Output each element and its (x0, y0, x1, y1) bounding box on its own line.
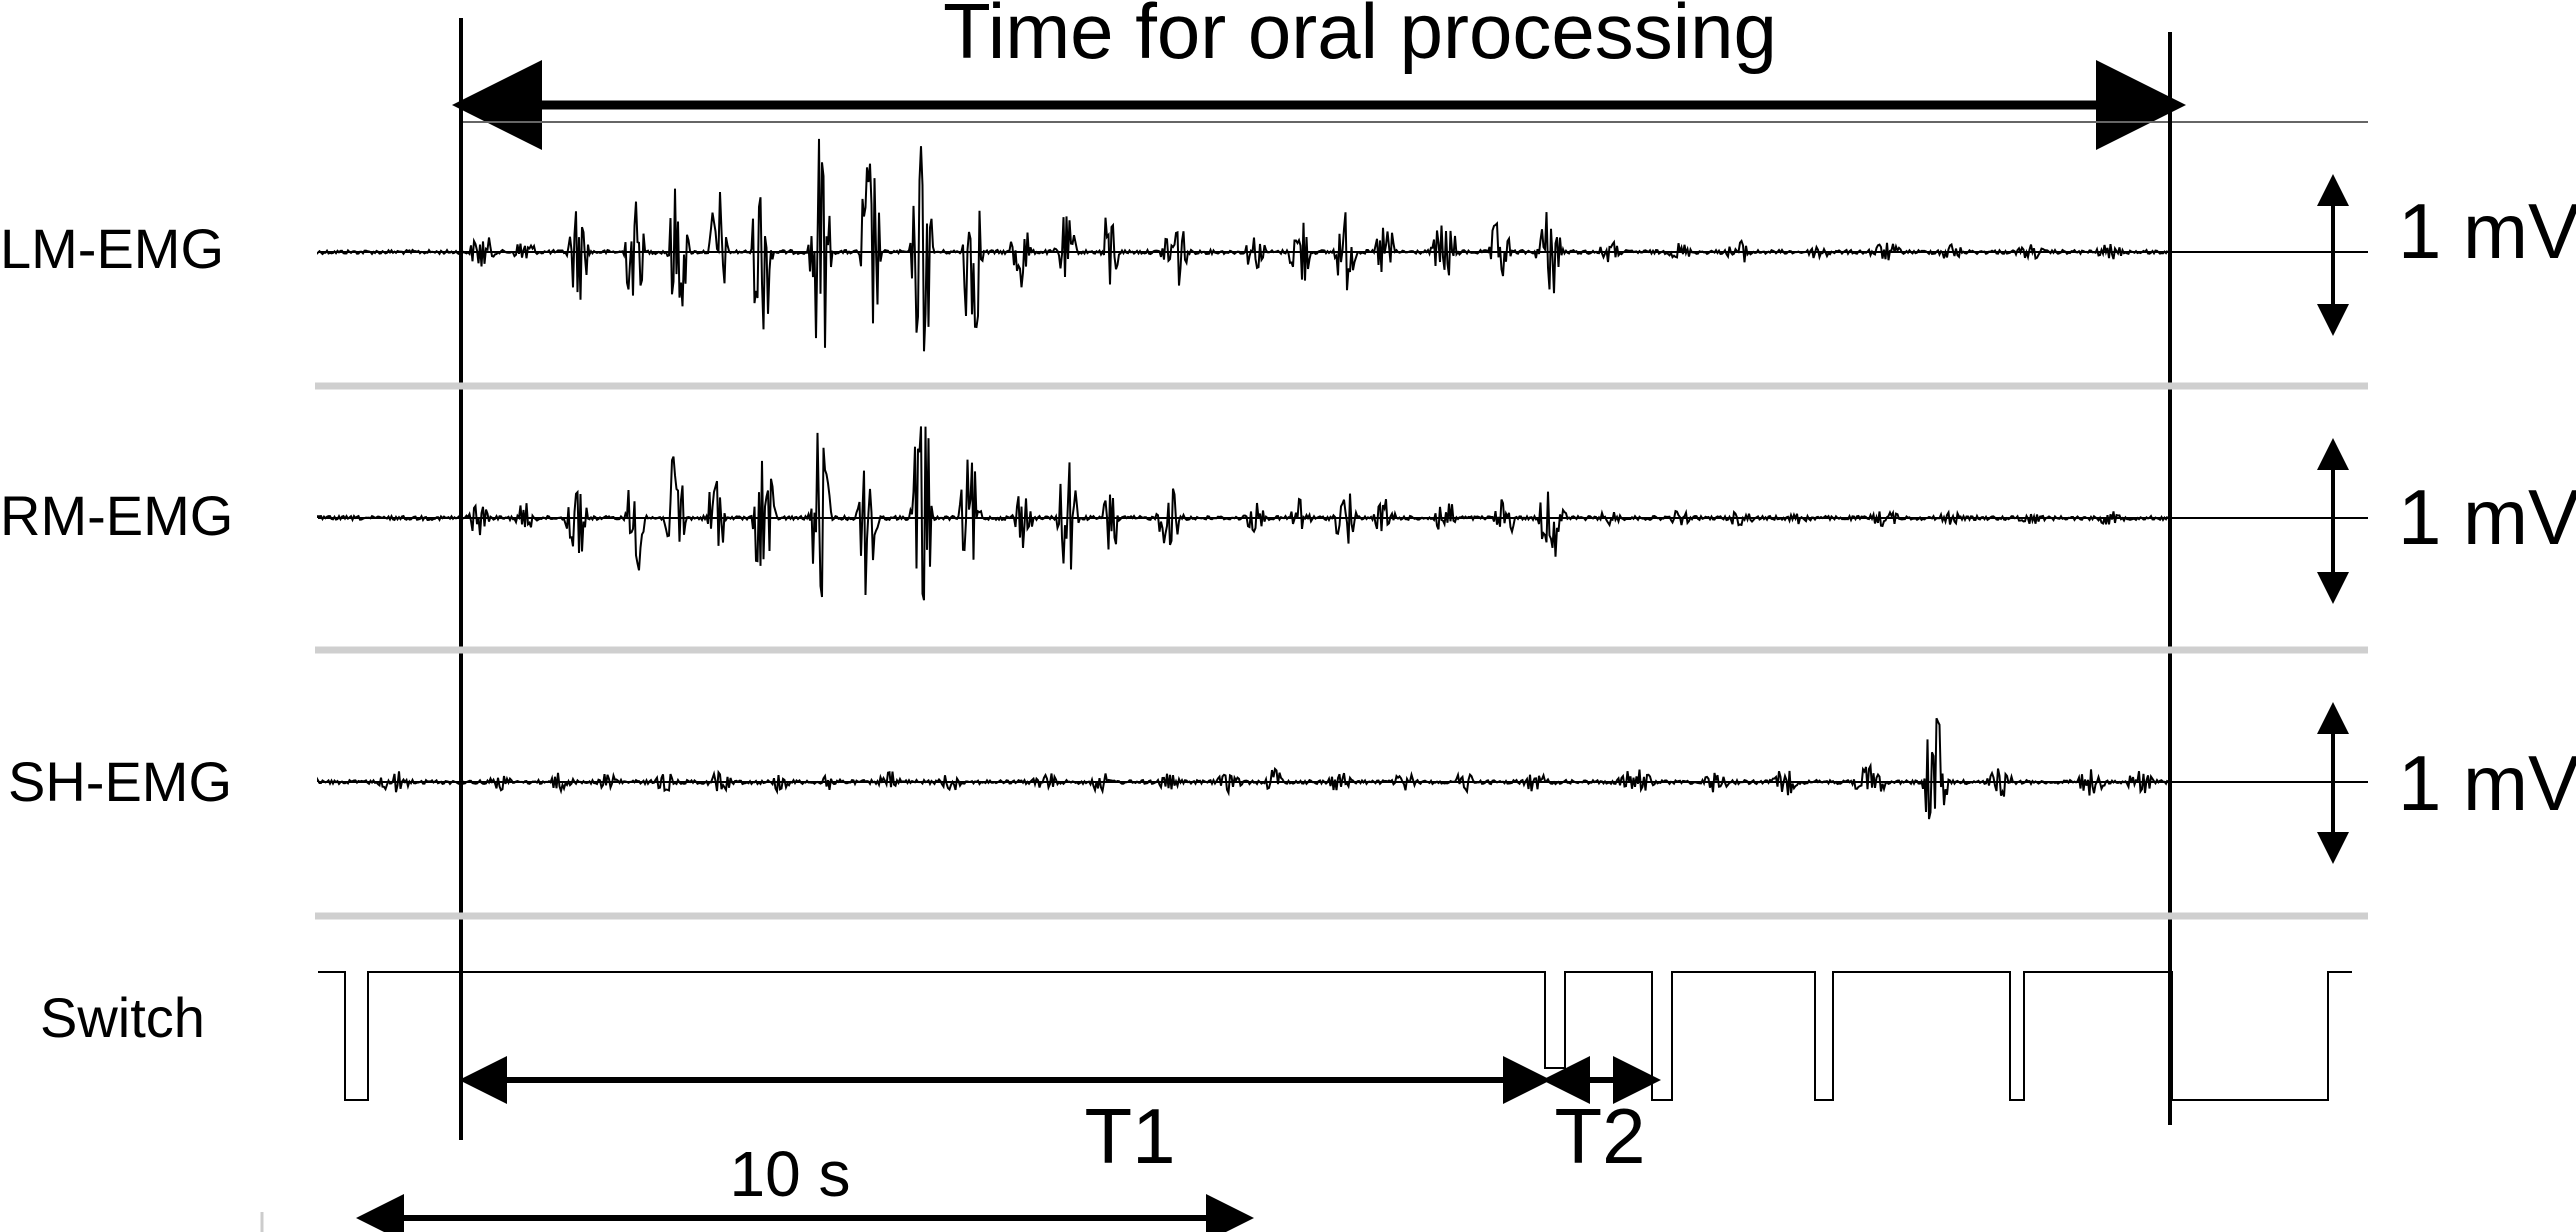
lm-emg-label: LM-EMG (0, 217, 224, 280)
timescale-label: 10 s (730, 1138, 851, 1210)
rm-scale-label: 1 mV (2398, 473, 2576, 561)
rm-emg-label: RM-EMG (0, 484, 233, 547)
lm-scale-label: 1 mV (2398, 187, 2576, 275)
t2-label: T2 (1554, 1092, 1645, 1180)
sh-emg-trace (317, 717, 2169, 820)
sh-scale-label: 1 mV (2398, 739, 2576, 827)
rm-emg-trace (317, 426, 2169, 601)
switch-label: Switch (40, 986, 205, 1049)
sh-emg-label: SH-EMG (8, 750, 232, 813)
switch-trace (318, 971, 2352, 1101)
figure-title: Time for oral processing (943, 0, 1777, 75)
t1-label: T1 (1084, 1092, 1175, 1180)
lm-emg-trace (317, 138, 2169, 352)
